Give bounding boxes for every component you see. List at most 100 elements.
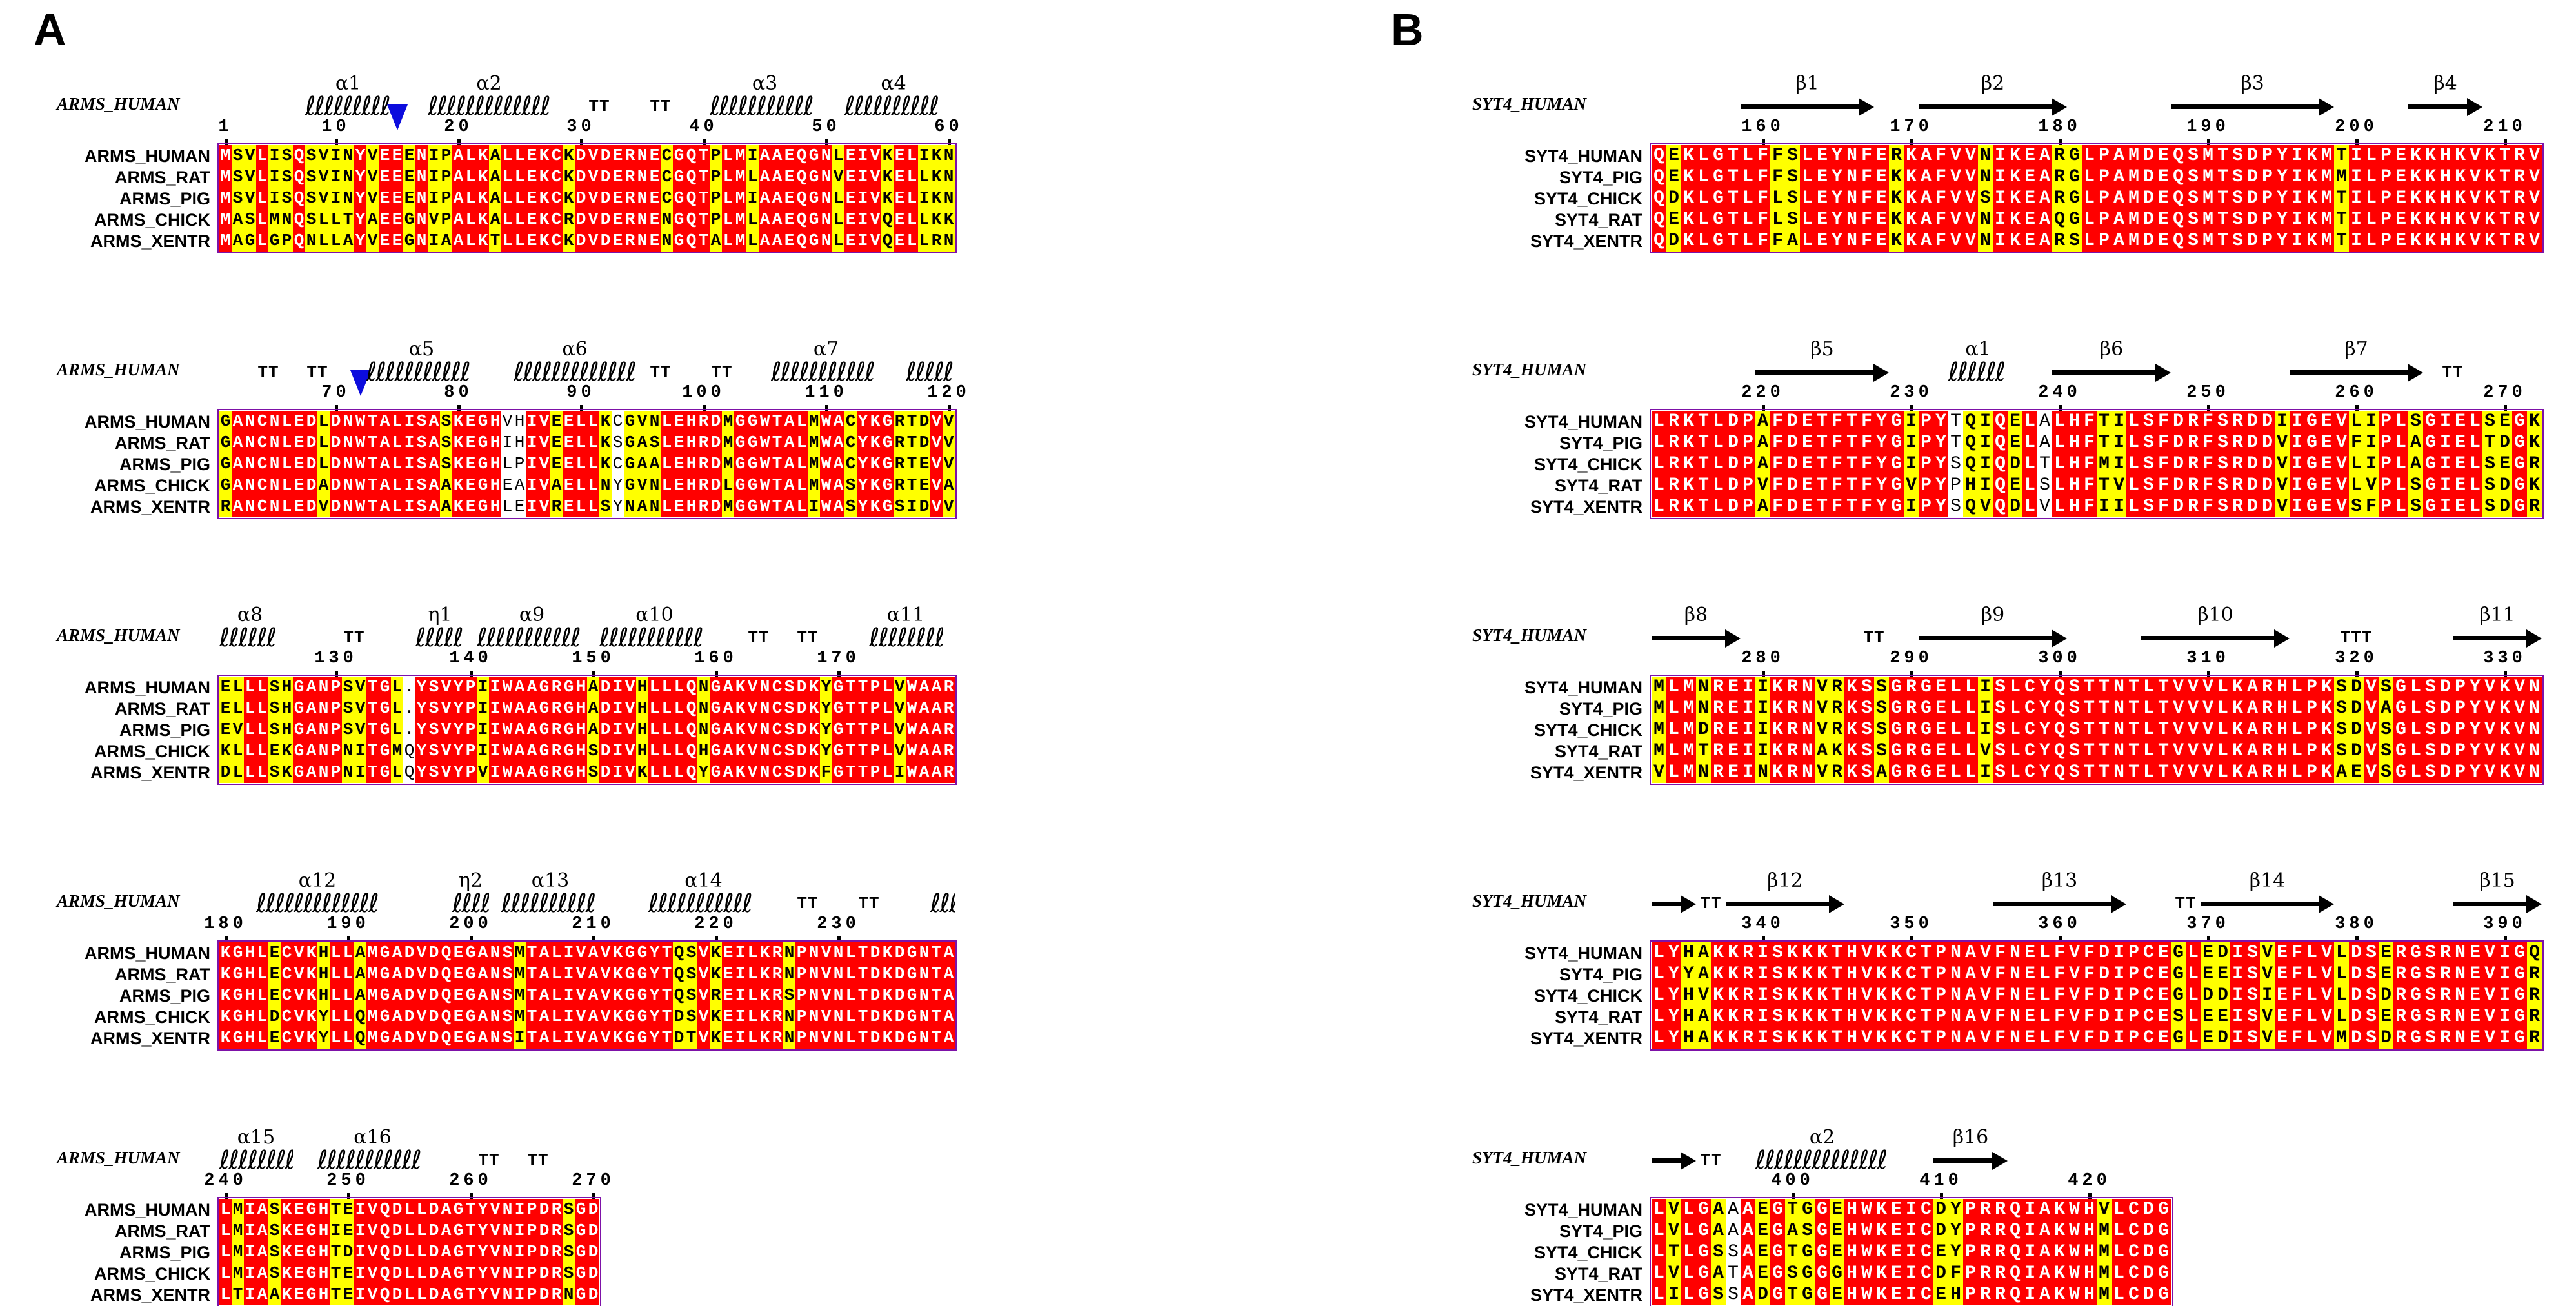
sequence-name-label: ARMS_CHICK xyxy=(94,1264,210,1283)
residue-cell: D xyxy=(575,188,587,209)
helix-label: α10 xyxy=(635,604,674,626)
residue-cell: M xyxy=(2126,145,2141,166)
residue-cell: G xyxy=(293,677,305,698)
residue-cell: G xyxy=(1815,1263,1830,1284)
alignment-frame xyxy=(217,940,957,1051)
residue-cell: N xyxy=(636,230,648,252)
residue-cell: C xyxy=(256,432,268,453)
residue-cell: L xyxy=(244,762,256,783)
residue-cell: L xyxy=(256,985,268,1006)
residue-cell: K xyxy=(2453,230,2468,252)
residue-cell: A xyxy=(587,698,599,719)
residue-cell: L xyxy=(2468,475,2482,496)
residue-cell: G xyxy=(636,964,648,985)
residue-cell: T xyxy=(844,740,857,762)
residue-cell: L xyxy=(673,677,685,698)
residue-cell: T xyxy=(697,230,710,252)
residue-cell: L xyxy=(1948,719,1963,740)
residue-cell: P xyxy=(464,740,477,762)
ruler-number: 420 xyxy=(2068,1171,2111,1191)
residue-cell: H xyxy=(244,985,256,1006)
strand-arrow-bar xyxy=(1652,636,1726,640)
residue-cell: A xyxy=(538,1006,550,1027)
sequence-name-label: SYT4_PIG xyxy=(1559,965,1642,984)
residue-cell: I xyxy=(2364,453,2379,475)
residue-cell: G xyxy=(379,1027,391,1049)
residue-cell: T xyxy=(1785,1199,1800,1220)
residue-cell: K xyxy=(563,166,575,188)
residue-cell: N xyxy=(342,166,354,188)
residue-cell: E xyxy=(2468,964,2482,985)
residue-cell: K xyxy=(281,1284,293,1305)
residue-cell: V xyxy=(2482,964,2497,985)
residue-cell: L xyxy=(391,432,403,453)
helix-annotation: ℓℓℓℓℓℓℓℓℓℓℓ xyxy=(648,889,753,918)
residue-cell: M xyxy=(722,432,734,453)
residue-cell: L xyxy=(906,230,918,252)
residue-cell: K xyxy=(2319,762,2334,783)
residue-cell: Y xyxy=(1666,1027,1681,1049)
residue-cell: I xyxy=(857,209,869,230)
residue-cell: L xyxy=(1800,209,1815,230)
residue-cell: L xyxy=(2126,453,2141,475)
residue-cell: N xyxy=(1800,677,1815,698)
residue-cell: A xyxy=(1741,1199,1755,1220)
residue-cell: A xyxy=(722,740,734,762)
helix-annotation: ℓℓℓℓℓℓℓℓ xyxy=(219,1145,293,1175)
residue-cell: N xyxy=(820,209,832,230)
residue-cell: I xyxy=(526,496,538,517)
residue-cell: Y xyxy=(1666,964,1681,985)
residue-cell: Q xyxy=(293,209,305,230)
residue-cell: A xyxy=(1919,188,1933,209)
residue-cell: D xyxy=(2438,698,2453,719)
residue-cell: Y xyxy=(452,762,464,783)
residue-cell: A xyxy=(354,964,366,985)
residue-cell: L xyxy=(832,230,844,252)
residue-cell: V xyxy=(428,209,440,230)
residue-cell: K xyxy=(219,740,232,762)
residue-cell: R xyxy=(1830,762,1844,783)
residue-cell: P xyxy=(869,677,881,698)
residue-cell: D xyxy=(869,942,881,964)
strand-arrow-bar xyxy=(1755,370,1875,375)
residue-cell: N xyxy=(342,432,354,453)
residue-cell: S xyxy=(2423,1006,2438,1027)
residue-cell: E xyxy=(612,188,624,209)
strand-arrow-head xyxy=(1681,895,1696,913)
residue-cell: K xyxy=(2453,209,2468,230)
beta-turn-annotation: TT xyxy=(343,628,365,648)
residue-cell: K xyxy=(636,762,648,783)
ruler-number: 350 xyxy=(1890,915,1933,934)
ruler-number: 160 xyxy=(694,649,737,668)
residue-cell: T xyxy=(857,740,869,762)
residue-cell: C xyxy=(661,188,673,209)
residue-cell: N xyxy=(820,166,832,188)
residue-cell: P xyxy=(2453,762,2468,783)
residue-cell: I xyxy=(2230,964,2245,985)
residue-cell: V xyxy=(489,1220,501,1242)
residue-cell: G xyxy=(452,1263,464,1284)
residue-cell: V xyxy=(1815,677,1830,698)
residue-cell: S xyxy=(1874,719,1889,740)
residue-cell: L xyxy=(2082,166,2097,188)
residue-cell: L xyxy=(2393,475,2408,496)
beta-turn-annotation: TT xyxy=(306,362,328,382)
residue-cell: K xyxy=(1726,985,1741,1006)
residue-cell: V xyxy=(477,762,489,783)
residue-cell: L xyxy=(2126,432,2141,453)
residue-cell: V xyxy=(293,1006,305,1027)
residue-cell: G xyxy=(2156,1284,2171,1305)
residue-cell: F xyxy=(2201,496,2215,517)
residue-cell: E xyxy=(894,188,906,209)
sequence-name-label: ARMS_PIG xyxy=(119,720,210,740)
residue-cell: N xyxy=(943,230,955,252)
sequence-name-label: SYT4_HUMAN xyxy=(1524,944,1642,963)
residue-cell: P xyxy=(1948,475,1963,496)
ruler-tick xyxy=(2503,139,2507,145)
residue-cell: D xyxy=(305,432,317,453)
